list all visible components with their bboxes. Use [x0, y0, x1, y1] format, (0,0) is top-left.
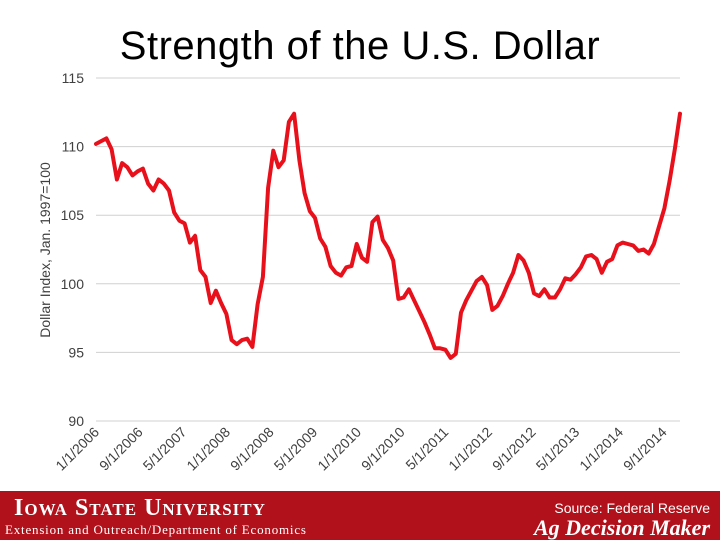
- x-tick-label: 9/1/2014: [620, 424, 670, 474]
- brand-text: Ag Decision Maker: [534, 515, 710, 540]
- grid-lines: [96, 77, 680, 422]
- x-tick-label: 1/1/2008: [183, 424, 233, 474]
- department-text: Extension and Outreach/Department of Eco…: [5, 522, 307, 537]
- x-tick-labels: 1/1/20069/1/20065/1/20071/1/20089/1/2008…: [52, 424, 670, 474]
- source-text: Source: Federal Reserve: [554, 500, 710, 516]
- x-tick-label: 5/1/2011: [402, 424, 451, 473]
- slide-title: Strength of the U.S. Dollar: [119, 24, 601, 68]
- y-tick-label: 100: [61, 276, 85, 292]
- y-axis-label: Dollar Index, Jan. 1997=100: [37, 162, 53, 338]
- footer-bar: Iowa State University Extension and Outr…: [0, 491, 720, 540]
- y-tick-label: 115: [62, 70, 85, 86]
- x-tick-label: 9/1/2006: [96, 424, 146, 474]
- y-tick-label: 105: [61, 207, 85, 223]
- x-tick-label: 1/1/2014: [576, 424, 626, 474]
- x-tick-label: 1/1/2006: [52, 424, 102, 474]
- dollar-index-line: [94, 111, 682, 360]
- x-tick-label: 9/1/2010: [358, 424, 408, 474]
- y-tick-label: 110: [62, 139, 85, 155]
- x-tick-label: 5/1/2013: [533, 424, 583, 474]
- x-tick-label: 5/1/2007: [140, 424, 190, 474]
- university-logo-text: Iowa State University: [14, 495, 266, 521]
- y-tick-label: 95: [68, 344, 84, 360]
- y-tick-labels: 90 95 100 105 110 115: [61, 70, 85, 429]
- x-tick-label: 9/1/2008: [227, 424, 277, 474]
- x-tick-label: 1/1/2010: [314, 424, 364, 474]
- x-tick-label: 9/1/2012: [489, 424, 539, 474]
- x-tick-label: 1/1/2012: [445, 424, 495, 474]
- y-tick-label: 90: [68, 413, 84, 429]
- x-tick-label: 5/1/2009: [271, 424, 321, 474]
